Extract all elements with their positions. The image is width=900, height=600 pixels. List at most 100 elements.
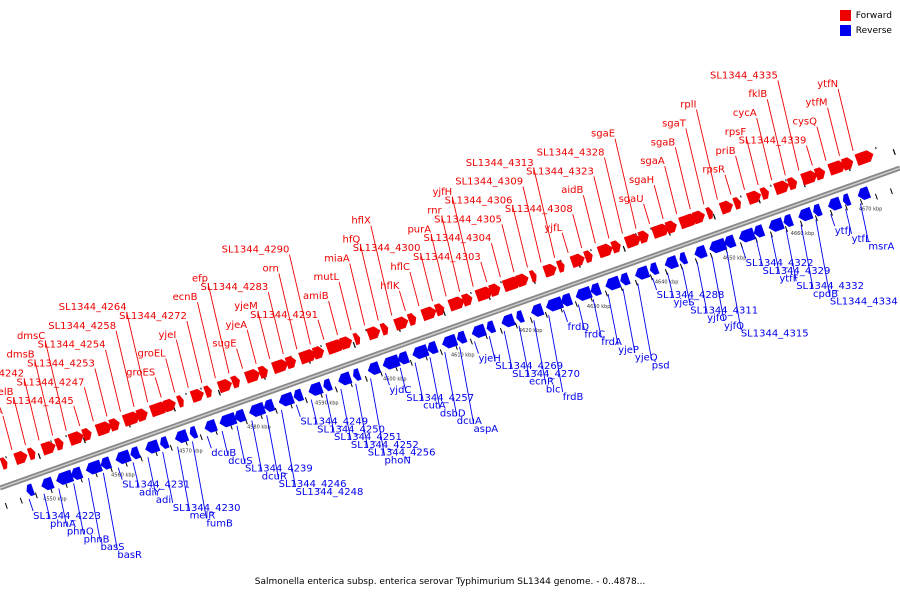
scale-tick <box>364 375 368 382</box>
forward-leader-line <box>420 253 433 302</box>
forward-leader-line <box>267 292 284 355</box>
scale-tick <box>649 274 653 281</box>
reverse-gene-yjdc <box>382 354 401 370</box>
forward-gene-melb <box>26 447 36 461</box>
forward-gene-groes <box>162 398 176 413</box>
forward-gene-sl1344-4323 <box>610 240 621 254</box>
reverse-leader-line <box>459 346 475 424</box>
reverse-gene-blc <box>531 303 545 317</box>
forward-gene-label-sl1344-4303: SL1344_4303 <box>413 252 481 263</box>
scale-tick <box>199 434 203 441</box>
forward-gene-label-sl1344-4309: SL1344_4309 <box>455 177 523 188</box>
reverse-gene-cpdb <box>798 206 814 222</box>
reverse-leader-line <box>444 351 458 417</box>
scale-tick <box>784 226 788 233</box>
reverse-gene-label-yjfo: yjfO <box>707 313 727 324</box>
legend-item-reverse: Reverse <box>839 23 892 38</box>
reverse-gene-sl1344-4246 <box>263 398 276 413</box>
forward-gene-label-melb: melB <box>0 387 14 398</box>
legend-label-forward: Forward <box>855 10 892 21</box>
scale-tick <box>469 338 473 345</box>
reverse-gene-label-adiy: adiY <box>139 487 161 498</box>
scale-tick <box>470 291 472 295</box>
forward-gene-label-sl1344-4305: SL1344_4305 <box>434 214 502 225</box>
forward-gene-label-sgab: sgaB <box>651 137 676 148</box>
reverse-gene-label-sl1344-4239: SL1344_4239 <box>245 464 313 475</box>
forward-leader-line <box>398 290 406 312</box>
forward-gene-hflk <box>406 313 417 326</box>
forward-gene-cyca <box>773 180 790 196</box>
forward-gene-orn <box>298 349 317 365</box>
scale-tick <box>65 435 67 438</box>
kbp-tick-label: 4620 kbp <box>519 328 543 334</box>
scale-tick <box>622 245 626 252</box>
forward-leader-line <box>522 186 542 263</box>
scale-tick <box>274 407 278 414</box>
forward-gene-rpli <box>718 200 734 215</box>
forward-leader-line <box>572 213 583 249</box>
reverse-gene-label-sl1344-4256: SL1344_4256 <box>368 448 436 459</box>
forward-gene-label-mela: melA <box>0 406 3 417</box>
backbone-layer <box>0 165 900 491</box>
forward-gene-label-cyca: cycA <box>733 108 757 119</box>
reverse-leader-line <box>325 394 335 433</box>
reverse-leader-line <box>859 203 869 242</box>
forward-gene-efp <box>230 375 240 389</box>
reverse-gene-label-phna: phnA <box>50 519 76 530</box>
forward-leader-line <box>2 415 13 450</box>
forward-gene-label-aidb: aidB <box>561 185 583 196</box>
forward-gene-hflc <box>420 306 437 322</box>
reverse-gene-label-sl1344-4250: SL1344_4250 <box>317 424 385 435</box>
forward-leader-line <box>23 378 40 441</box>
forward-gene-sgat <box>705 206 713 220</box>
scale-tick <box>439 349 443 356</box>
forward-gene-label-sl1344-4253: SL1344_4253 <box>27 358 95 369</box>
forward-gene-sgau <box>650 223 669 239</box>
scale-tick <box>139 455 143 462</box>
forward-gene-sl1344-4313 <box>555 260 565 273</box>
forward-gene-aidb <box>596 243 613 259</box>
reverse-leader-line <box>577 304 585 330</box>
forward-leader-line <box>614 138 637 229</box>
forward-gene-sl1344-4309 <box>542 263 557 278</box>
forward-gene-sl1344-4290 <box>311 346 325 360</box>
scale-tick <box>590 249 592 252</box>
reverse-gene-frdb <box>546 296 565 312</box>
forward-gene-label-groes: groES <box>126 367 155 378</box>
forward-leader-line <box>805 145 813 166</box>
reverse-leader-line <box>756 240 763 266</box>
reverse-gene-phon <box>367 361 382 375</box>
kbp-tick-label: 4560 kbp <box>111 473 135 479</box>
reverse-gene-label-ytfj: ytfJ <box>835 226 851 237</box>
scale-tick <box>740 195 742 198</box>
reverse-leader-line <box>370 378 385 456</box>
forward-gene-label-miaa: miaA <box>324 253 350 264</box>
reverse-gene-label-sl1344-4322: SL1344_4322 <box>746 258 814 269</box>
forward-gene-label-fklb: fklB <box>748 89 767 100</box>
reverse-leader-line <box>503 330 513 370</box>
reverse-gene-ytfj <box>828 196 843 211</box>
reverse-gene-sl1344-4230 <box>160 436 170 449</box>
forward-leader-line <box>175 339 189 388</box>
reverse-gene-label-yjfq: yjfQ <box>724 321 744 332</box>
forward-leader-line <box>735 155 746 190</box>
forward-gene-label-sl1344-4313: SL1344_4313 <box>466 158 534 169</box>
forward-gene-miaa <box>366 326 381 341</box>
forward-gene-label-groel: groEL <box>138 349 167 360</box>
reverse-gene-sl1344-4334 <box>813 203 823 217</box>
forward-gene-hflx <box>393 316 409 331</box>
reverse-gene-dcua <box>442 333 459 349</box>
reverse-gene-label-frdd: frdD <box>568 322 590 333</box>
reverse-gene-label-sl1344-4334: SL1344_4334 <box>830 296 898 307</box>
forward-gene-yjei <box>189 388 204 403</box>
forward-gene-label-orn: orn <box>262 263 278 274</box>
forward-gene-label-prib: priB <box>715 146 735 157</box>
forward-gene-rpsf <box>759 187 770 201</box>
label-layer: melA melB SL1344_4242 dmsB dmsC SL1344_4245 SL… <box>0 70 898 560</box>
reverse-gene-label-sl1344-4332: SL1344_4332 <box>796 281 864 292</box>
reverse-leader-line <box>266 415 280 480</box>
scale-tick <box>5 456 7 459</box>
reverse-gene-ytfl <box>842 193 852 207</box>
reverse-leader-line <box>607 293 619 345</box>
reverse-gene-sl1344-4248 <box>278 391 295 407</box>
